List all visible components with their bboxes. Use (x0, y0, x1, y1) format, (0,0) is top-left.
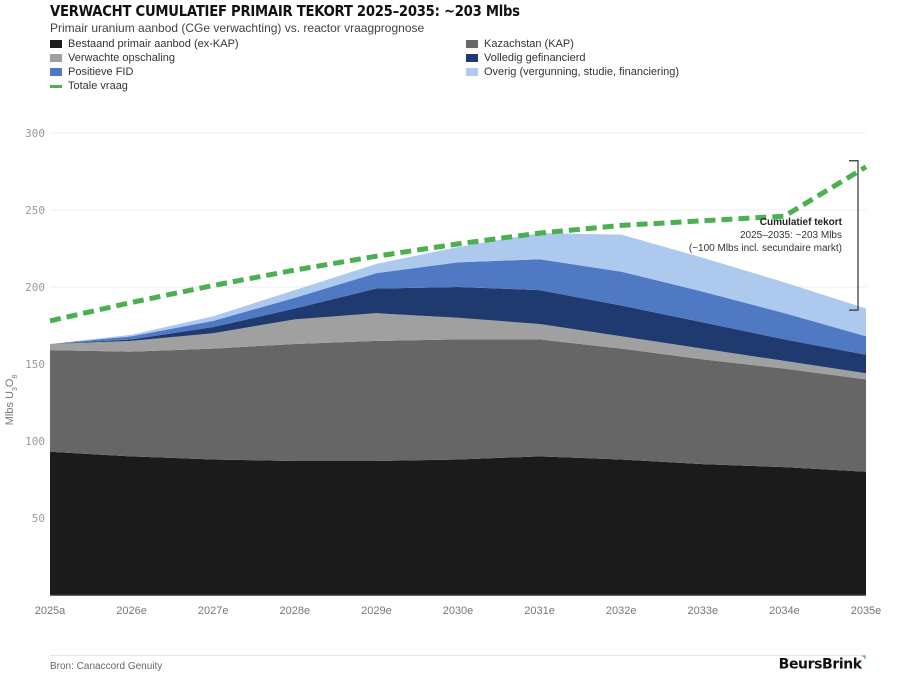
shortfall-bracket (849, 160, 859, 311)
chart-title: VERWACHT CUMULATIEF PRIMAIR TEKORT 2025–… (50, 2, 520, 20)
y-axis-ticks: 50 100 150 200 250 300 (25, 127, 45, 525)
x-tick-label: 2027e (198, 605, 229, 617)
annotation-line-1: 2025–2035: ~203 Mlbs (740, 230, 842, 241)
annotation-title: Cumulatief tekort (760, 217, 843, 228)
legend-label: Totale vraag (68, 80, 128, 92)
x-tick-label: 2026e (116, 605, 147, 617)
legend-item-kap: Kazachstan (KAP) (466, 38, 574, 50)
legend-dash-icon (50, 84, 62, 88)
x-axis-ticks: 2025a 2026e 2027e 2028e 2029e 2030e 2031e 2032e… (35, 605, 882, 617)
legend-swatch (466, 68, 478, 76)
legend-swatch (50, 40, 62, 48)
legend-item-demand: Totale vraag (50, 80, 128, 92)
legend-label: Kazachstan (KAP) (484, 38, 574, 50)
x-tick-label: 2028e (280, 605, 311, 617)
area-verwachte-opschaling (50, 313, 866, 380)
legend-label: Bestaand primair aanbod (ex-KAP) (68, 38, 239, 50)
source-note: Bron: Canaccord Genuity (50, 661, 163, 672)
annotation-line-2: (~100 Mlbs incl. secundaire markt) (689, 243, 842, 254)
footer-divider (50, 655, 866, 656)
y-tick-label: 50 (32, 512, 45, 525)
area-positieve-fid (50, 259, 866, 355)
legend-item-ex-kap: Bestaand primair aanbod (ex-KAP) (50, 38, 239, 50)
x-tick-label: 2030e (443, 605, 474, 617)
x-tick-label: 2029e (361, 605, 392, 617)
y-tick-label: 100 (25, 435, 45, 448)
y-axis-label: Mlbs U3O8 (4, 375, 19, 426)
area-overig-vergunning-studie-financiering (50, 233, 866, 344)
legend-label: Verwachte opschaling (68, 52, 176, 64)
brand-name: BeursBrink (778, 656, 862, 673)
legend-label: Volledig gefinancierd (484, 52, 586, 64)
shortfall-annotation: Cumulatief tekort 2025–2035: ~203 Mlbs (… (689, 160, 859, 311)
x-tick-label: 2031e (524, 605, 555, 617)
brand-corner-icon: ⌝ (861, 655, 867, 666)
area-volledig-gefinancierd (50, 287, 866, 374)
x-tick-label: 2033e (688, 605, 719, 617)
area-kazachstan-kap (50, 339, 866, 472)
legend-label: Overig (vergunning, studie, financiering… (484, 66, 680, 78)
y-tick-label: 300 (25, 127, 45, 140)
legend: Bestaand primair aanbod (ex-KAP) Kazachs… (50, 38, 880, 94)
y-tick-label: 200 (25, 281, 45, 294)
legend-item-fid: Positieve FID (50, 66, 133, 78)
legend-item-opschaling: Verwachte opschaling (50, 52, 175, 64)
stacked-areas (50, 233, 866, 595)
x-tick-label: 2032e (606, 605, 637, 617)
legend-item-gefinancierd: Volledig gefinancierd (466, 52, 586, 64)
x-tick-label: 2035e (851, 605, 882, 617)
legend-label: Positieve FID (68, 66, 134, 78)
y-tick-label: 250 (25, 204, 45, 217)
demand-line (49, 164, 868, 324)
legend-swatch (466, 54, 478, 62)
x-tick-label: 2025a (35, 605, 66, 617)
legend-swatch (50, 54, 62, 62)
area-bestaand-primair-aanbod-ex-kap (50, 451, 866, 595)
legend-swatch (50, 68, 62, 76)
brand-logo: BeursBrink⌝ (778, 655, 867, 673)
x-tick-label: 2034e (769, 605, 800, 617)
legend-item-overig: Overig (vergunning, studie, financiering… (466, 66, 679, 78)
legend-swatch (466, 40, 478, 48)
demand-line-group (49, 164, 868, 324)
y-tick-label: 150 (25, 358, 45, 371)
chart-subtitle: Primair uranium aanbod (CGe verwachting)… (50, 21, 425, 35)
